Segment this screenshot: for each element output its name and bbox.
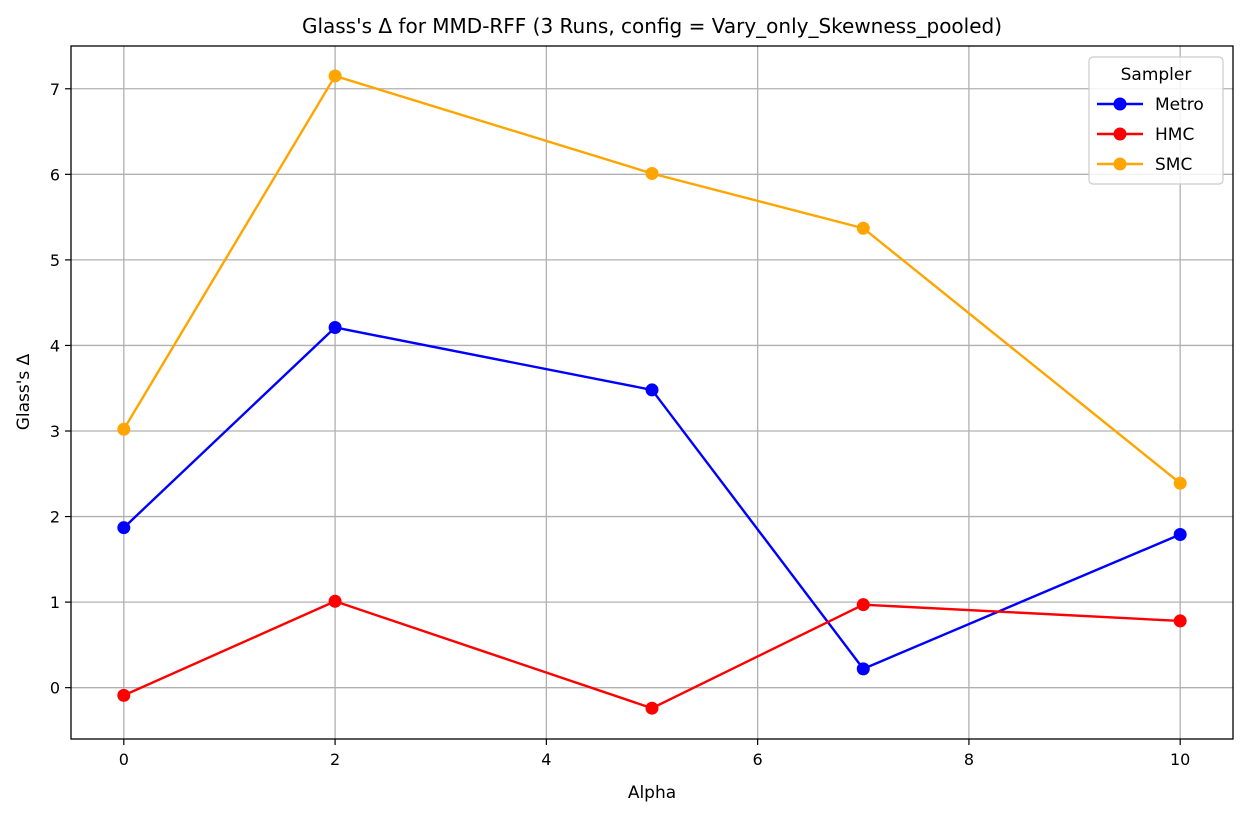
legend-title: Sampler	[1121, 65, 1192, 85]
x-tick-label: 4	[541, 750, 551, 769]
series-metro	[117, 320, 1187, 676]
series-line-metro	[122, 326, 1181, 671]
y-tick-label: 7	[50, 80, 60, 99]
y-tick-label: 4	[50, 336, 60, 355]
legend-item-metro: Metro	[1097, 95, 1204, 115]
data-point-metro	[328, 320, 342, 334]
series-smc	[117, 69, 1187, 490]
legend-item-smc: SMC	[1097, 155, 1192, 175]
x-tick-label: 2	[330, 750, 340, 769]
data-point-smc	[1173, 476, 1187, 490]
x-tick-label: 10	[1170, 750, 1190, 769]
legend-label: SMC	[1155, 155, 1192, 175]
data-point-hmc	[328, 594, 342, 608]
x-tick-label: 6	[753, 750, 763, 769]
y-tick-label: 0	[50, 679, 60, 698]
y-tick-label: 1	[50, 593, 60, 612]
legend: Sampler Metro HMC SMC	[1088, 56, 1224, 185]
data-point-hmc	[645, 701, 659, 715]
data-point-smc	[117, 422, 131, 436]
data-point-metro	[645, 383, 659, 397]
series-line-hmc	[123, 600, 1181, 710]
data-point-smc	[328, 69, 342, 83]
x-axis-label: Alpha	[628, 783, 676, 803]
y-tick-label: 2	[50, 508, 60, 527]
series-line-smc	[122, 74, 1181, 485]
series-layer	[117, 69, 1187, 715]
data-point-metro	[1173, 528, 1187, 542]
y-tick-label: 5	[50, 251, 60, 270]
y-tick-label: 3	[50, 422, 60, 441]
legend-label: HMC	[1155, 125, 1194, 145]
y-axis-label: Glass's Δ	[14, 353, 34, 430]
series-hmc	[117, 594, 1187, 715]
legend-box	[1088, 56, 1224, 185]
legend-marker	[1113, 127, 1127, 141]
legend-marker	[1113, 97, 1127, 111]
data-point-metro	[117, 521, 131, 535]
legend-item-hmc: HMC	[1097, 125, 1194, 145]
y-tick-label: 6	[50, 165, 60, 184]
data-point-smc	[645, 166, 659, 180]
legend-label: Metro	[1155, 95, 1204, 115]
data-point-hmc	[1173, 614, 1187, 628]
data-point-smc	[856, 221, 870, 235]
data-point-metro	[856, 662, 870, 676]
data-point-hmc	[856, 598, 870, 612]
chart-title: Glass's Δ for MMD-RFF (3 Runs, config = …	[302, 14, 1002, 38]
data-point-hmc	[117, 688, 131, 702]
x-tick-label: 8	[964, 750, 974, 769]
legend-marker	[1113, 157, 1127, 171]
axis-ticks: 0 2 4 6 8 10 0 1 2 3 4 5 6 7	[50, 80, 1191, 769]
x-tick-label: 0	[119, 750, 129, 769]
plot-frame	[70, 45, 1234, 740]
